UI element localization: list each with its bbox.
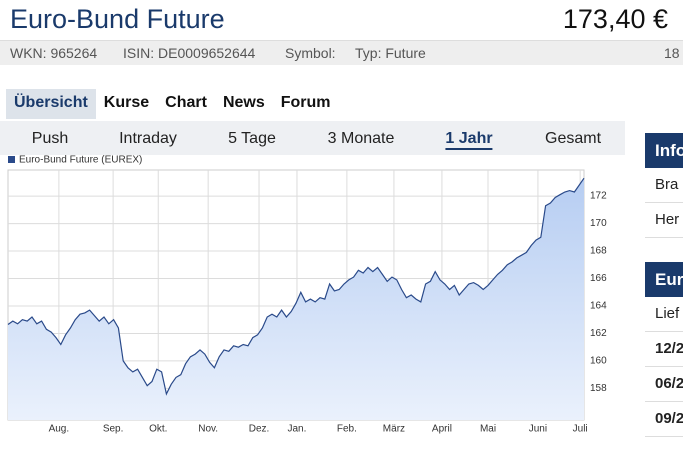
period-tab[interactable]: Gesamt [544, 130, 602, 147]
x-tick-label: März [383, 424, 405, 435]
x-tick-label: Feb. [337, 424, 357, 435]
y-tick-label: 160 [590, 356, 607, 367]
y-tick-label: 168 [590, 246, 607, 257]
line [7, 177, 585, 396]
tab[interactable]: Forum [280, 94, 331, 111]
legend-swatch [8, 156, 15, 163]
isin: ISIN: DE0009652644 [123, 45, 256, 61]
symbol: Symbol: [285, 45, 336, 61]
legend-label: Euro-Bund Future (EUREX) [19, 155, 142, 166]
sidebar: Info Bra Her Eur Lief 12/2 06/2 09/2 [645, 133, 683, 437]
period-tab[interactable]: 5 Tage [228, 130, 276, 147]
sidebar-row: Her [645, 203, 683, 238]
x-tick-label: Jan. [288, 424, 307, 435]
x-tick-label: Okt. [149, 424, 167, 435]
y-tick-label: 166 [590, 273, 607, 284]
price: 173,40 € [562, 4, 668, 34]
tab[interactable]: Chart [165, 94, 207, 111]
x-tick-label: Juni [529, 424, 547, 435]
sidebar-header: Eur [645, 262, 683, 297]
x-tick-label: Aug. [49, 424, 70, 435]
y-tick-label: 172 [590, 191, 607, 202]
sidebar-row: Bra [645, 168, 683, 203]
wkn: WKN: 965264 [10, 45, 98, 61]
x-tick-label: April [432, 424, 452, 435]
info-extra: 18 [664, 45, 680, 61]
y-tick-label: 164 [590, 301, 607, 312]
type: Typ: Future [355, 45, 426, 61]
chart: 158 160 162 164 166 168 170 172 Aug. Sep. Okt. Nov.… [7, 155, 607, 435]
y-tick-label: 158 [590, 383, 607, 394]
tab[interactable]: Übersicht [6, 89, 96, 119]
sidebar-row: Lief [645, 297, 683, 332]
y-tick-label: 170 [590, 218, 607, 229]
sidebar-row: 12/2 [645, 332, 683, 367]
period-tab[interactable]: 1 Jahr [445, 130, 493, 150]
spacer [645, 238, 683, 262]
x-tick-label: Juli [573, 424, 588, 435]
x-tick-label: Nov. [198, 424, 218, 435]
period-bar: Push Intraday 5 Tage 3 Monate 1 Jahr Gesamt [0, 121, 625, 155]
info-bar: WKN: 965264 ISIN: DE0009652644 Symbol: T… [0, 40, 683, 65]
period-tab[interactable]: Intraday [119, 130, 177, 147]
y-tick-label: 162 [590, 328, 607, 339]
period-tab[interactable]: 3 Monate [327, 130, 395, 147]
area [8, 178, 584, 420]
x-tick-label: Mai [480, 424, 496, 435]
x-tick-label: Sep. [103, 424, 124, 435]
sidebar-header: Info [645, 133, 683, 168]
period-tab[interactable]: Push [31, 130, 69, 147]
tab[interactable]: News [222, 94, 265, 111]
sidebar-row: 06/2 [645, 367, 683, 402]
instrument-title: Euro-Bund Future [10, 4, 225, 34]
x-tick-label: Dez. [249, 424, 270, 435]
sidebar-row: 09/2 [645, 402, 683, 437]
tab[interactable]: Kurse [103, 94, 150, 111]
tab-bar: Übersicht Kurse Chart News Forum [6, 89, 339, 119]
